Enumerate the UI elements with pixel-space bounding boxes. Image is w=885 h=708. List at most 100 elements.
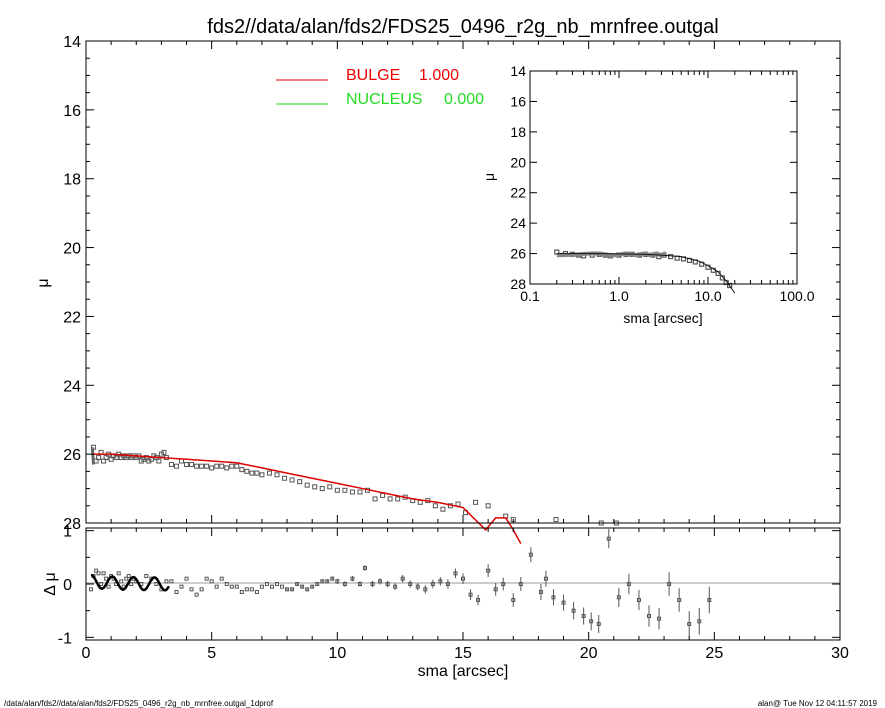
data-point [244,468,250,474]
data-point [274,472,280,478]
data-point [249,470,255,476]
data-point [266,470,272,476]
data-point [289,477,295,483]
residual-point [99,582,104,586]
residual-point [264,582,269,586]
residual-point [124,576,129,581]
inset-data-points [554,249,736,294]
residual-point [511,598,516,602]
legend: BULGE 1.000 NUCLEUS 0.000 [276,67,484,108]
residual-point [335,579,340,584]
residual-point [305,587,310,592]
residual-point [501,582,506,586]
residual-point [581,614,586,618]
inset-y-tick-label: 28 [510,276,526,292]
data-point [349,489,355,495]
inset-y-tick-label: 22 [510,185,526,201]
inset-background [530,71,797,284]
data-point [229,463,235,469]
residual-point [249,587,254,592]
data-point [224,465,230,471]
inset-panel: 14 16 18 20 22 24 26 280.1 1.0 10.0 100.0 μ sma [a… [481,63,815,326]
residual-point [423,587,428,592]
data-point [553,517,559,523]
data-point [327,484,333,490]
residual-point [486,568,491,573]
residual-point [616,595,621,600]
legend-bulge-name: BULGE [346,67,400,84]
x-axis-label: sma [arcsec] [418,663,509,680]
residual-y-tick-label: 1 [63,524,72,541]
residual-point [275,582,280,586]
residual-point [119,579,124,584]
residual-point [269,584,274,589]
residual-point [280,584,285,589]
main-y-tick-label: 22 [63,309,81,326]
residual-dense-trace [90,573,170,592]
x-tick-label: 20 [580,645,598,662]
residual-point [239,590,244,594]
residual-y-tick-label: 0 [63,577,72,594]
data-point [282,475,288,481]
main-y-tick-label: 26 [63,447,81,464]
data-point [395,496,401,502]
residual-point [189,587,194,592]
inset-x-tick-label: 100.0 [779,288,814,304]
data-point [209,465,215,471]
footer-user-timestamp: alan@ Tue Nov 12 04:11:57 2019 [758,699,878,708]
residual-point [174,590,179,594]
residual-point [646,614,651,618]
residual-point [571,608,576,613]
residual-point [219,576,224,581]
residual-point [315,582,320,586]
inset-model-line [556,253,736,294]
data-point [101,458,107,464]
residual-point [254,590,259,594]
main-y-tick-label: 16 [63,103,81,120]
inset-y-tick-label: 16 [510,93,526,109]
plot-title: fds2//data/alan/fds2/FDS25_0496_r2g_nb_m… [207,16,718,38]
data-point [473,499,479,505]
residual-point [707,598,712,602]
residual-point [204,576,209,581]
residual-point [528,552,533,557]
residual-point [194,592,199,597]
data-point [143,455,149,461]
residual-point [330,576,335,581]
inset-x-axis-label: sma [arcsec] [623,310,702,326]
residual-point [370,582,375,586]
residuals-panel: 10-10 5 10 15 20 25 30 Δ μ sma [arcsec] [42,524,849,680]
x-tick-label: 10 [328,645,346,662]
data-point [342,487,348,493]
residual-point [310,584,315,589]
data-point [184,461,190,467]
data-point [173,463,179,469]
main-profile-panel: 14 16 18 20 22 24 26 28 μ BULGE 1.000 NUCLEUS 0… [35,34,841,545]
residual-ticks: 10-10 5 10 15 20 25 30 [58,524,849,662]
data-point [219,463,225,469]
data-point [199,463,205,469]
residual-point [493,587,498,592]
residual-point [214,584,219,589]
residual-point [290,587,295,592]
data-point [372,496,378,502]
residual-point [224,582,229,586]
footer-path: /data/alan/fds2//data/alan/fds2/FDS25_04… [4,699,274,708]
residual-point [438,579,443,584]
residual-point [229,584,234,589]
residual-point [468,592,473,597]
residual-point [687,622,692,626]
data-point [432,503,438,509]
data-point [161,449,167,455]
x-tick-label: 30 [831,645,849,662]
main-data-points [90,444,619,545]
residual-point [144,574,149,578]
residual-point [154,582,159,586]
x-tick-label: 0 [82,645,91,662]
data-point [485,503,491,509]
data-point [214,463,220,469]
legend-nucleus-value: 0.000 [444,91,484,108]
residual-point [209,579,214,584]
residual-point [561,600,566,605]
data-point [234,463,240,469]
